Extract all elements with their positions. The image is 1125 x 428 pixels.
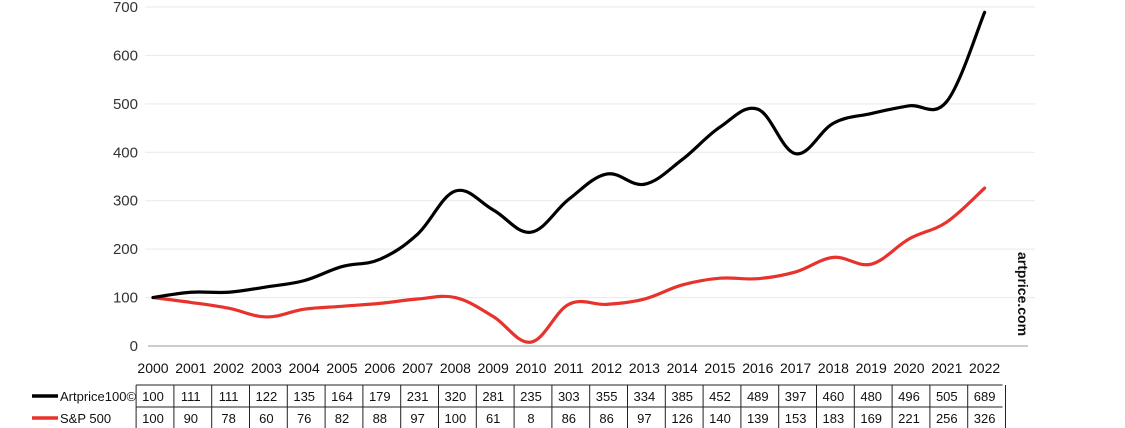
table-cell: 689 (974, 389, 996, 404)
x-tick-label: 2005 (326, 360, 357, 376)
table-cell: 111 (219, 389, 239, 404)
table-cell: 100 (142, 389, 164, 404)
series-line-s-p-500 (151, 186, 987, 344)
x-tick-label: 2017 (780, 360, 811, 376)
table-cell: 76 (297, 411, 311, 426)
table-cell: 281 (482, 389, 504, 404)
table-cell: 126 (671, 411, 693, 426)
table-cell: 164 (331, 389, 353, 404)
y-tick-label: 100 (113, 290, 138, 307)
table-cell: 505 (936, 389, 958, 404)
table-cell: 169 (860, 411, 882, 426)
table-cell: 8 (527, 411, 534, 426)
y-tick-label: 200 (113, 241, 138, 258)
legend-label: Artprice100© (60, 389, 136, 404)
x-tick-label: 2012 (591, 360, 622, 376)
table-cell: 97 (637, 411, 651, 426)
x-tick-label: 2014 (667, 360, 698, 376)
legend-label: S&P 500 (60, 411, 111, 426)
table-cell: 397 (785, 389, 807, 404)
table-cell: 61 (486, 411, 500, 426)
x-tick-label: 2008 (440, 360, 471, 376)
y-tick-label: 400 (113, 144, 138, 161)
x-tick-label: 2002 (213, 360, 244, 376)
table-cell: 355 (596, 389, 618, 404)
y-tick-label: 0 (130, 338, 138, 355)
y-tick-label: 500 (113, 96, 138, 113)
table-cell: 100 (445, 411, 467, 426)
x-tick-label: 2013 (629, 360, 660, 376)
x-tick-label: 2009 (478, 360, 509, 376)
x-axis-ticks: 2000 2001 2002 2003 2004 2005 2006 2007 2008 2009… (137, 360, 1000, 376)
table-cell: 100 (142, 411, 164, 426)
series-lines (151, 10, 987, 344)
x-tick-label: 2021 (931, 360, 962, 376)
y-tick-label: 700 (113, 0, 138, 16)
x-tick-label: 2022 (969, 360, 1000, 376)
table-cell: 60 (259, 411, 273, 426)
table-cell: 88 (373, 411, 387, 426)
x-tick-label: 2019 (856, 360, 887, 376)
x-tick-label: 2006 (364, 360, 395, 376)
table-cell: 480 (860, 389, 882, 404)
table-cell: 326 (974, 411, 996, 426)
table-cell: 489 (747, 389, 769, 404)
table-cell: 139 (747, 411, 769, 426)
y-tick-label: 300 (113, 193, 138, 210)
table-cell: 235 (520, 389, 542, 404)
table-cell: 452 (709, 389, 731, 404)
table-cell: 385 (671, 389, 693, 404)
data-table: Artprice100© 100 111 111 122 135 164 179 231 320 2… (32, 384, 1006, 428)
y-tick-label: 600 (113, 47, 138, 64)
table-cell: 153 (785, 411, 807, 426)
x-tick-label: 2015 (704, 360, 735, 376)
table-cell: 140 (709, 411, 731, 426)
table-cell: 303 (558, 389, 580, 404)
table-cell: 111 (181, 389, 201, 404)
x-tick-label: 2018 (818, 360, 849, 376)
table-cell: 221 (898, 411, 920, 426)
table-cell: 334 (634, 389, 656, 404)
table-cell: 86 (562, 411, 576, 426)
table-cell: 97 (410, 411, 424, 426)
table-cell: 231 (407, 389, 429, 404)
gridlines (145, 6, 1035, 299)
table-cell: 135 (293, 389, 315, 404)
table-cell: 90 (184, 411, 198, 426)
x-tick-label: 2011 (554, 360, 584, 376)
x-tick-label: 2004 (289, 360, 320, 376)
x-tick-label: 2020 (893, 360, 924, 376)
table-cell: 179 (369, 389, 391, 404)
x-tick-label: 2001 (175, 360, 206, 376)
watermark-text: artprice.com (1015, 252, 1031, 336)
table-cell: 183 (823, 411, 845, 426)
x-tick-label: 2003 (251, 360, 282, 376)
x-tick-label: 2000 (137, 360, 168, 376)
table-cell: 86 (599, 411, 613, 426)
x-tick-label: 2007 (402, 360, 433, 376)
y-axis-ticks: 0 100 200 300 400 500 600 700 (113, 0, 138, 355)
table-cell: 78 (221, 411, 235, 426)
table-cell: 82 (335, 411, 349, 426)
table-cell: 256 (936, 411, 958, 426)
series-line-artprice100- (151, 10, 987, 300)
table-cell: 122 (256, 389, 278, 404)
x-tick-label: 2010 (515, 360, 546, 376)
table-cell: 460 (823, 389, 845, 404)
table-cell: 496 (898, 389, 920, 404)
table-cell: 320 (445, 389, 467, 404)
x-tick-label: 2016 (742, 360, 773, 376)
